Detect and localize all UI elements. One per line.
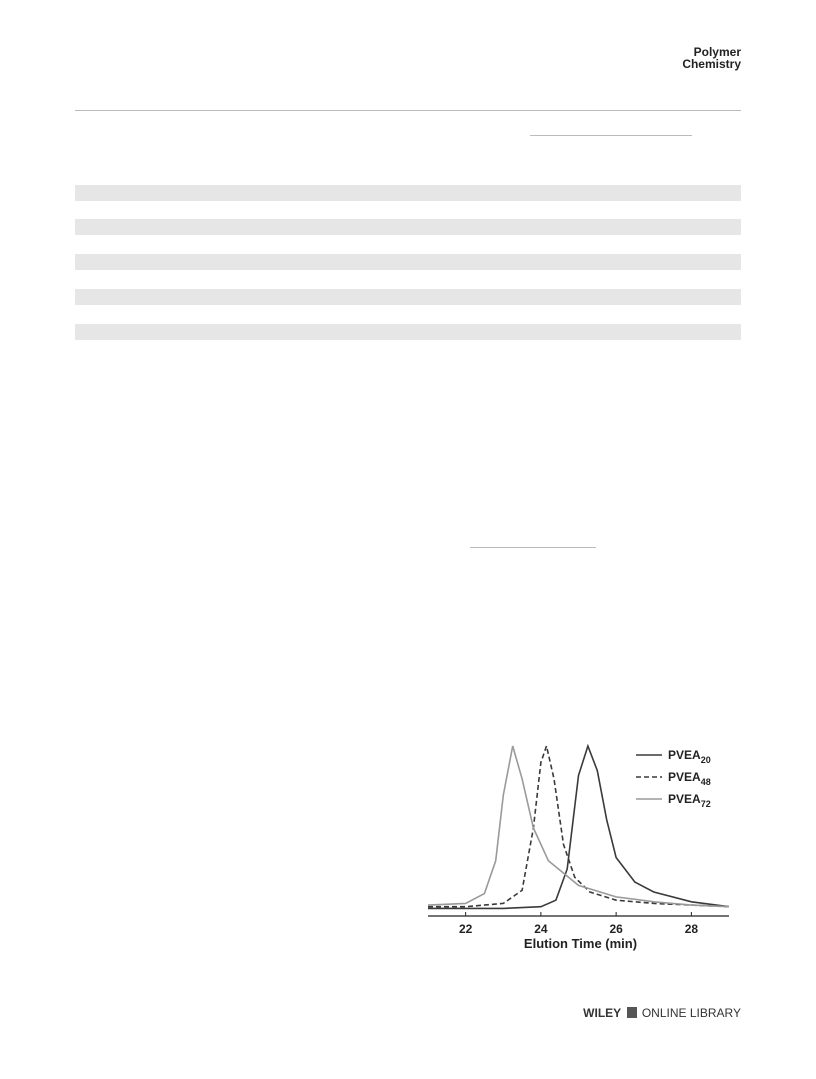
logo-icon xyxy=(626,1007,637,1018)
table-stripe xyxy=(75,289,741,305)
header-rule xyxy=(75,110,741,111)
x-tick-label: 24 xyxy=(534,922,548,936)
x-tick-label: 28 xyxy=(685,922,699,936)
journal-line: Polymer xyxy=(693,45,741,59)
x-tick-label: 22 xyxy=(459,922,473,936)
underline xyxy=(470,547,596,548)
legend-label: PVEA72 xyxy=(668,792,711,809)
underline xyxy=(530,135,692,136)
series-line xyxy=(428,743,730,910)
journal-line: Chemistry xyxy=(682,57,741,71)
legend-name: PVEA xyxy=(668,792,701,806)
legend-subscript: 20 xyxy=(701,755,711,765)
series-line xyxy=(427,745,730,908)
series-line xyxy=(428,743,730,908)
table-stripe xyxy=(75,254,741,270)
table-stripe xyxy=(75,324,741,340)
legend-subscript: 48 xyxy=(701,777,711,787)
legend-label: PVEA48 xyxy=(668,770,711,787)
x-tick-label: 26 xyxy=(609,922,623,936)
legend-label: PVEA20 xyxy=(668,748,711,765)
table-stripe xyxy=(75,185,741,201)
publisher-logo: WILEY ONLINE LIBRARY xyxy=(583,1006,741,1020)
legend-name: PVEA xyxy=(668,748,701,762)
logo-library: ONLINE LIBRARY xyxy=(641,1006,741,1020)
legend-subscript: 72 xyxy=(701,799,711,809)
x-axis-label: Elution Time (min) xyxy=(524,936,637,951)
table-stripe xyxy=(75,219,741,235)
logo-wiley: WILEY xyxy=(583,1006,622,1020)
legend-name: PVEA xyxy=(668,770,701,784)
journal-name: Polymer Chemistry xyxy=(682,46,741,70)
